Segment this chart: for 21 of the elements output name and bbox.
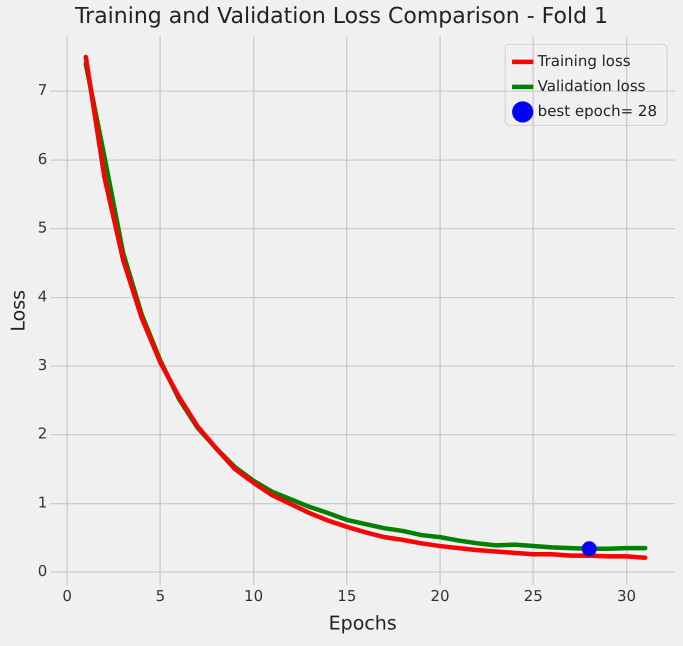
- y-tick-label: 0: [38, 562, 48, 580]
- legend-label: best epoch= 28: [538, 102, 658, 120]
- x-tick-label: 5: [156, 587, 166, 606]
- x-axis-title: Epochs: [328, 612, 397, 635]
- y-tick-label: 3: [38, 356, 48, 374]
- legend-label: Validation loss: [538, 76, 646, 95]
- x-tick-label: 10: [244, 587, 264, 606]
- y-tick-label: 1: [38, 493, 48, 512]
- chart-title: Training and Validation Loss Comparison - Fold 1: [74, 4, 608, 29]
- x-tick-label: 15: [337, 587, 356, 606]
- y-axis-title: Loss: [7, 290, 30, 332]
- y-tick-label: 2: [38, 424, 48, 443]
- y-tick-label: 4: [38, 287, 48, 306]
- y-tick-label: 6: [38, 150, 48, 168]
- x-tick-label: 25: [524, 587, 543, 606]
- y-tick-label: 7: [38, 81, 48, 100]
- x-tick-label: 20: [430, 587, 450, 606]
- y-tick-label: 5: [38, 218, 48, 237]
- legend-label: Training loss: [536, 52, 631, 70]
- x-tick-label: 30: [616, 587, 636, 606]
- x-tick-label: 0: [62, 587, 72, 606]
